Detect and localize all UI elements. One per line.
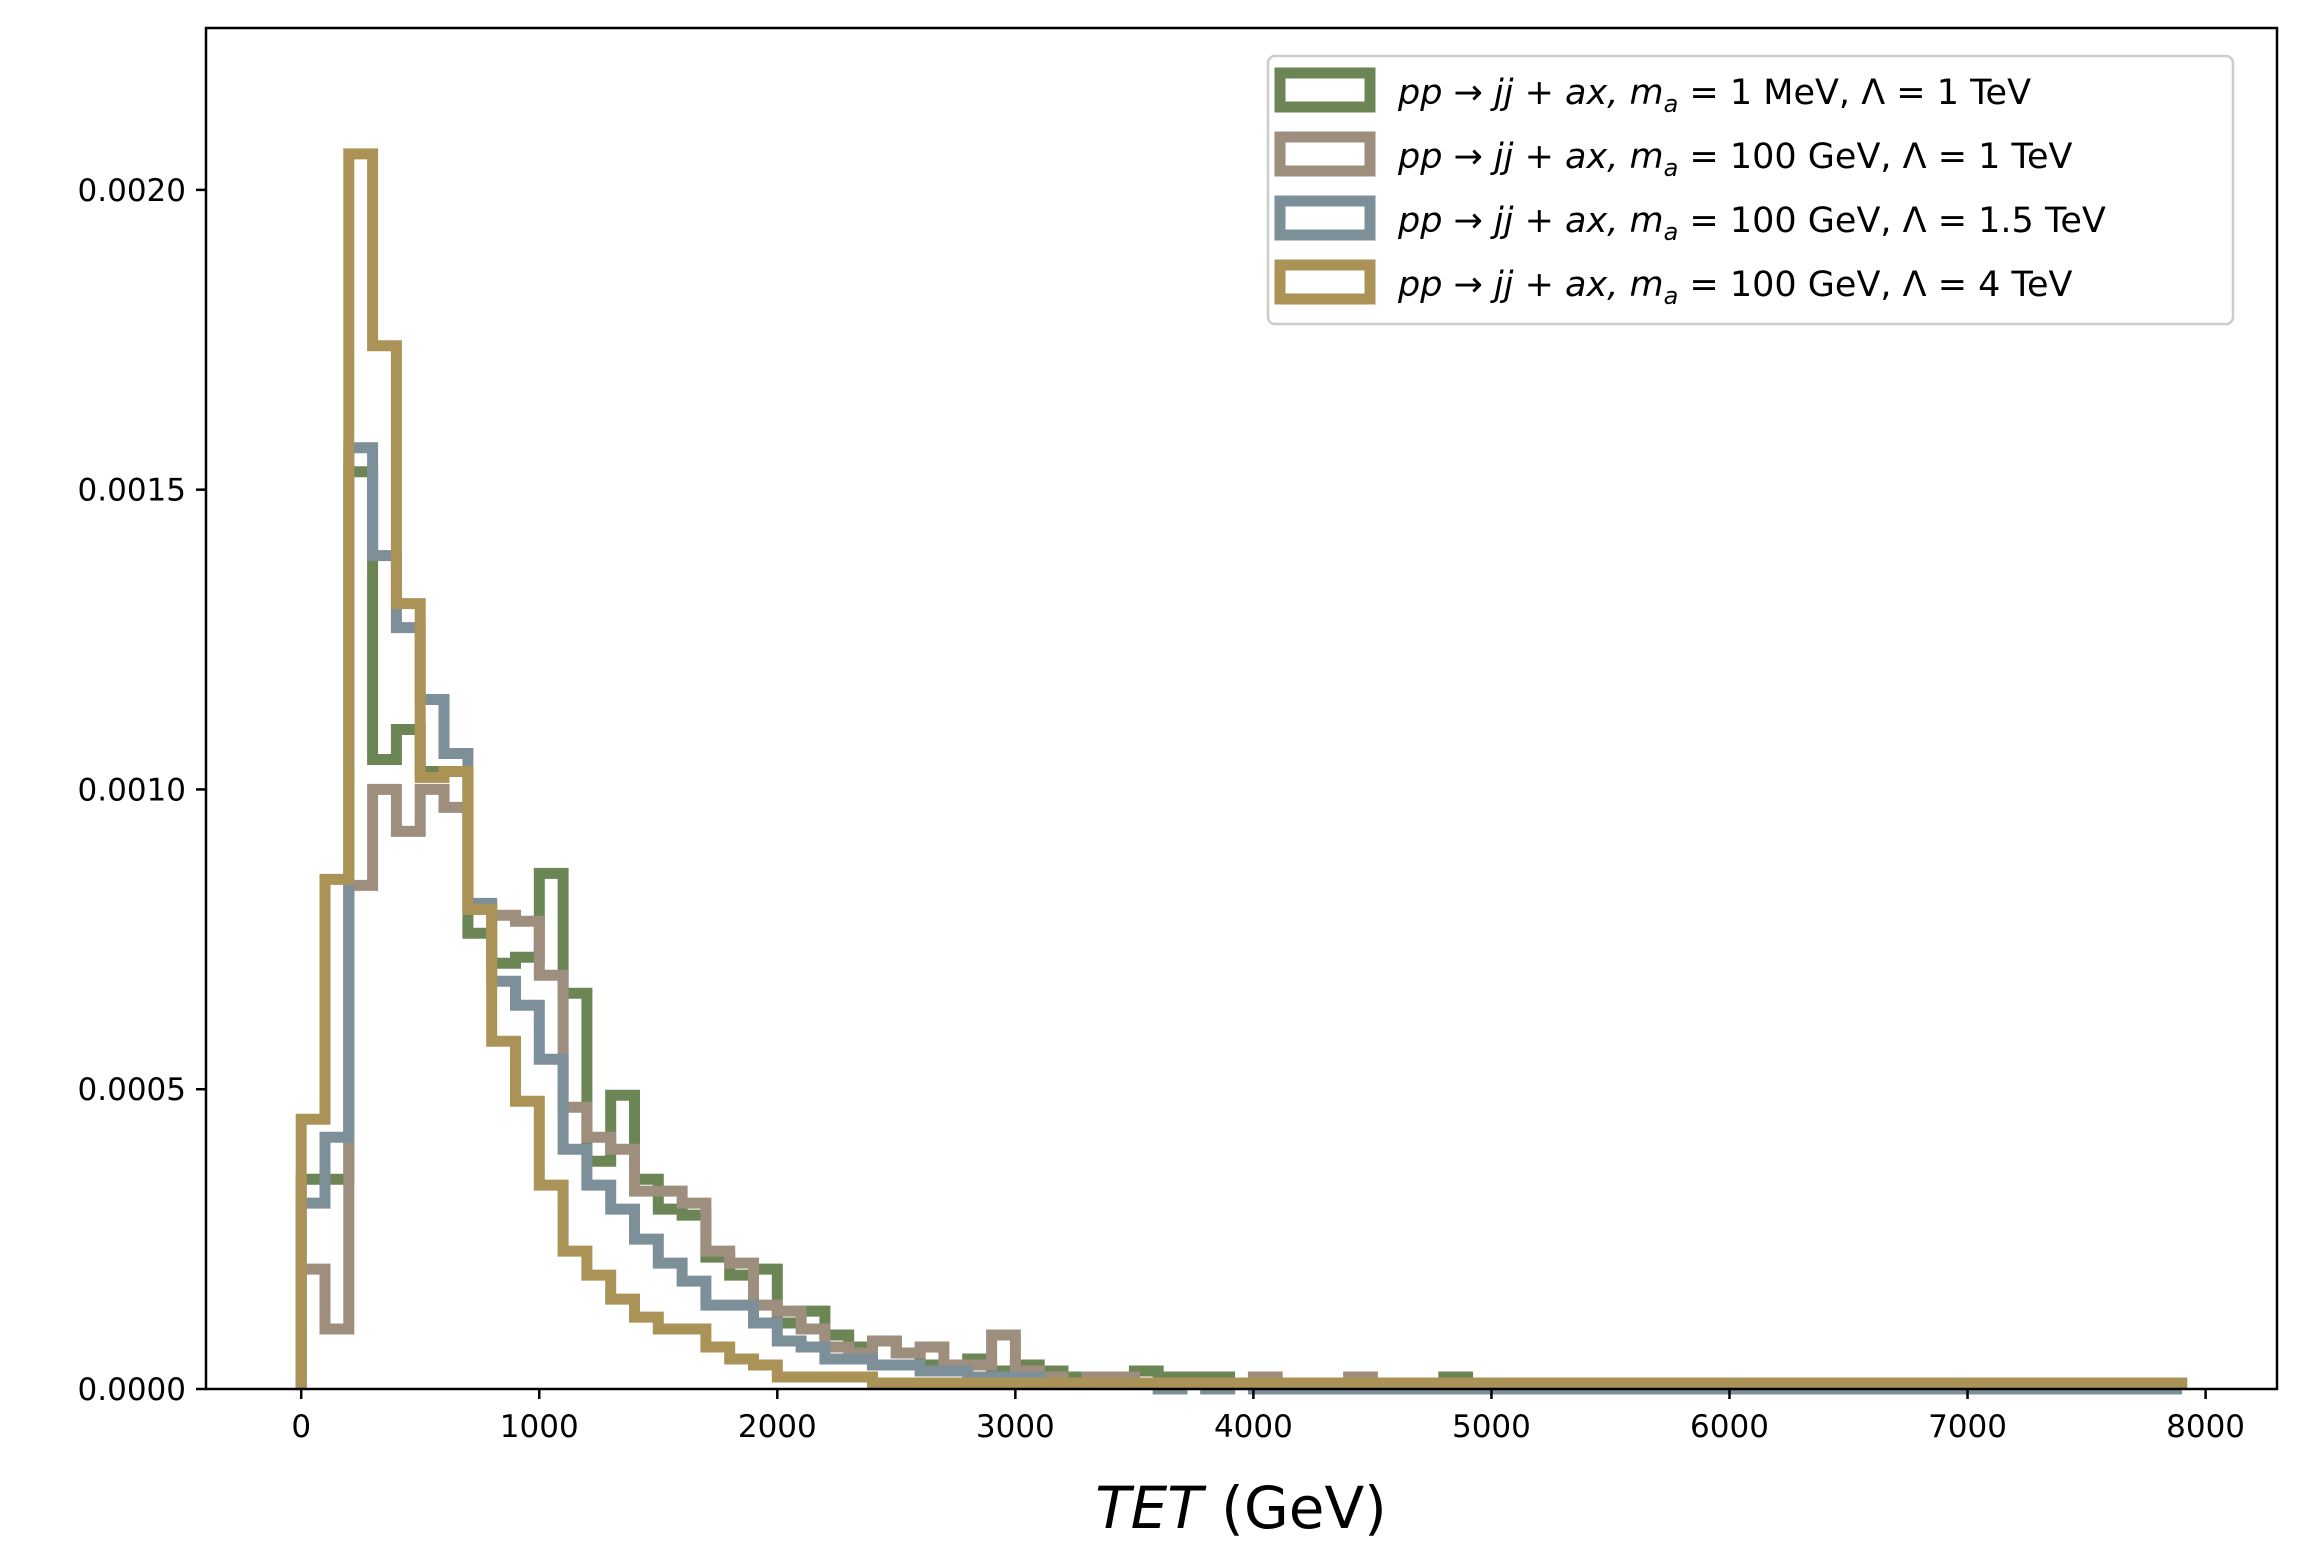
legend-mass-2: = 100 GeV, <box>1678 201 1902 241</box>
legend-entry-3: pp → jj + ax, ma = 100 GeV, Λ = 4 TeV <box>1397 265 2073 310</box>
legend-swatch-1 <box>1274 131 1376 177</box>
legend-mass-0: = 1 MeV, <box>1678 73 1861 113</box>
legend-entry-2: pp → jj + ax, ma = 100 GeV, Λ = 1.5 TeV <box>1397 201 2106 246</box>
legend-scale-1: Λ = 1 TeV <box>1903 137 2073 177</box>
x-tick-label: 4000 <box>1214 1409 1293 1445</box>
x-tick-label: 1000 <box>500 1409 579 1445</box>
legend-mass-3: = 100 GeV, <box>1678 265 1902 305</box>
x-axis-label: TET (GeV) <box>1095 1474 1387 1542</box>
x-tick-label: 0 <box>291 1409 311 1445</box>
legend-entry-1: pp → jj + ax, ma = 100 GeV, Λ = 1 TeV <box>1397 137 2073 182</box>
x-axis-label-unit: (GeV) <box>1203 1474 1387 1542</box>
y-tick-label: 0.0020 <box>78 173 186 209</box>
plot-frame <box>204 26 2279 1391</box>
legend-swatch-2 <box>1274 195 1376 241</box>
legend-process-0: pp → jj + ax, <box>1397 73 1629 113</box>
legend-swatch-3 <box>1274 259 1376 305</box>
legend-mass-1: = 100 GeV, <box>1678 137 1902 177</box>
x-tick-label: 7000 <box>1928 1409 2007 1445</box>
x-tick-label: 3000 <box>976 1409 1055 1445</box>
x-axis-label-variable: TET <box>1095 1474 1207 1542</box>
y-tick-label: 0.0000 <box>78 1372 186 1408</box>
y-tick-label: 0.0010 <box>78 772 186 808</box>
y-tick-label: 0.0015 <box>78 473 186 509</box>
legend-process-3: pp → jj + ax, <box>1397 265 1629 305</box>
legend-entry-0: pp → jj + ax, ma = 1 MeV, Λ = 1 TeV <box>1397 73 2031 118</box>
series-3-step-line <box>295 148 2188 1389</box>
x-tick-label: 2000 <box>738 1409 817 1445</box>
legend-process-1: pp → jj + ax, <box>1397 137 1629 177</box>
legend-process-2: pp → jj + ax, <box>1397 201 1629 241</box>
legend: pp → jj + ax, ma = 1 MeV, Λ = 1 TeV pp →… <box>1266 54 2235 326</box>
x-tick-label: 5000 <box>1452 1409 1531 1445</box>
legend-scale-3: Λ = 4 TeV <box>1903 265 2073 305</box>
x-tick-label: 6000 <box>1690 1409 1769 1445</box>
y-axis-ticks: 0.0000 0.0005 0.0010 0.0015 0.0020 <box>78 173 206 1408</box>
x-tick-label: 8000 <box>2166 1409 2245 1445</box>
x-axis-ticks: 0 1000 2000 3000 4000 5000 6000 7000 8000 <box>291 1389 2245 1445</box>
legend-scale-0: Λ = 1 TeV <box>1861 73 2031 113</box>
y-tick-label: 0.0005 <box>78 1072 186 1108</box>
legend-scale-2: Λ = 1.5 TeV <box>1903 201 2106 241</box>
legend-frame <box>1266 54 2235 326</box>
legend-swatch-0 <box>1274 67 1376 113</box>
